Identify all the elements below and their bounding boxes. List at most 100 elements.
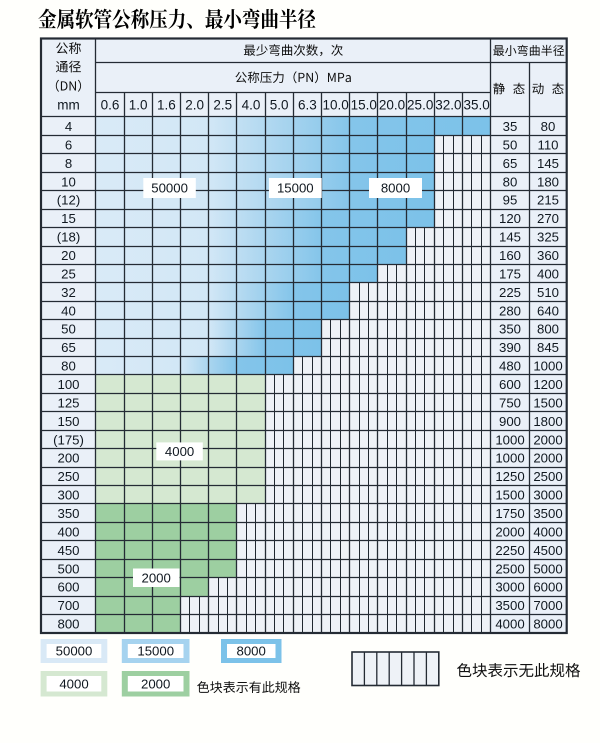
svg-text:360: 360 xyxy=(537,248,559,263)
svg-text:80: 80 xyxy=(61,359,76,374)
svg-text:390: 390 xyxy=(499,340,521,355)
svg-text:4.0: 4.0 xyxy=(242,98,261,113)
svg-text:180: 180 xyxy=(537,174,559,189)
svg-text:350: 350 xyxy=(499,322,521,337)
svg-text:80: 80 xyxy=(541,119,556,134)
svg-text:500: 500 xyxy=(57,561,79,576)
svg-text:25.0: 25.0 xyxy=(407,98,433,113)
svg-text:50000: 50000 xyxy=(151,181,188,196)
svg-text:600: 600 xyxy=(499,377,521,392)
svg-text:15000: 15000 xyxy=(277,181,314,196)
svg-text:2500: 2500 xyxy=(495,561,524,576)
svg-text:2000: 2000 xyxy=(533,432,562,447)
svg-text:(175): (175) xyxy=(53,432,84,447)
svg-text:4000: 4000 xyxy=(59,677,88,692)
svg-text:20: 20 xyxy=(61,248,76,263)
svg-text:5.0: 5.0 xyxy=(270,98,289,113)
svg-text:50: 50 xyxy=(61,322,76,337)
svg-text:200: 200 xyxy=(57,451,79,466)
svg-text:845: 845 xyxy=(537,340,559,355)
svg-text:65: 65 xyxy=(503,156,518,171)
svg-text:2000: 2000 xyxy=(141,677,170,692)
svg-text:3000: 3000 xyxy=(495,580,524,595)
svg-text:1500: 1500 xyxy=(495,488,524,503)
svg-text:800: 800 xyxy=(57,617,79,632)
svg-text:2.0: 2.0 xyxy=(185,98,204,113)
svg-text:3500: 3500 xyxy=(533,506,562,521)
svg-text:(18): (18) xyxy=(57,230,80,245)
svg-text:125: 125 xyxy=(57,395,79,410)
svg-text:510: 510 xyxy=(537,285,559,300)
svg-text:1000: 1000 xyxy=(495,451,524,466)
svg-text:350: 350 xyxy=(57,506,79,521)
svg-text:0.6: 0.6 xyxy=(101,98,120,113)
svg-text:(12): (12) xyxy=(57,193,80,208)
svg-text:8000: 8000 xyxy=(237,644,266,659)
svg-text:1200: 1200 xyxy=(533,377,562,392)
svg-text:7000: 7000 xyxy=(533,598,562,613)
svg-text:15.0: 15.0 xyxy=(351,98,377,113)
svg-text:480: 480 xyxy=(499,359,521,374)
svg-text:35.0: 35.0 xyxy=(463,98,489,113)
svg-text:5000: 5000 xyxy=(533,561,562,576)
svg-text:65: 65 xyxy=(61,340,76,355)
svg-text:3500: 3500 xyxy=(495,598,524,613)
svg-text:2500: 2500 xyxy=(533,469,562,484)
svg-text:1250: 1250 xyxy=(495,469,524,484)
svg-text:900: 900 xyxy=(499,414,521,429)
svg-text:10.0: 10.0 xyxy=(322,98,348,113)
svg-text:145: 145 xyxy=(499,230,521,245)
svg-text:300: 300 xyxy=(57,488,79,503)
svg-text:8000: 8000 xyxy=(381,181,410,196)
svg-text:2250: 2250 xyxy=(495,543,524,558)
svg-text:400: 400 xyxy=(57,524,79,539)
svg-text:3000: 3000 xyxy=(533,488,562,503)
svg-text:40: 40 xyxy=(61,303,76,318)
svg-text:280: 280 xyxy=(499,303,521,318)
svg-text:25: 25 xyxy=(61,266,76,281)
svg-text:4: 4 xyxy=(65,119,72,134)
svg-text:2000: 2000 xyxy=(142,571,171,586)
svg-text:250: 250 xyxy=(57,469,79,484)
svg-text:1.6: 1.6 xyxy=(157,98,176,113)
svg-text:2.5: 2.5 xyxy=(213,98,232,113)
svg-text:50000: 50000 xyxy=(56,644,93,659)
svg-text:4000: 4000 xyxy=(533,524,562,539)
svg-text:160: 160 xyxy=(499,248,521,263)
svg-text:mm: mm xyxy=(57,98,80,113)
svg-text:100: 100 xyxy=(57,377,79,392)
svg-text:1000: 1000 xyxy=(533,359,562,374)
svg-text:1000: 1000 xyxy=(495,432,524,447)
svg-text:6.3: 6.3 xyxy=(298,98,317,113)
svg-text:700: 700 xyxy=(57,598,79,613)
svg-text:400: 400 xyxy=(537,266,559,281)
svg-text:1750: 1750 xyxy=(495,506,524,521)
svg-text:110: 110 xyxy=(537,137,558,152)
svg-text:450: 450 xyxy=(57,543,79,558)
svg-text:800: 800 xyxy=(537,322,559,337)
svg-text:1800: 1800 xyxy=(533,414,562,429)
svg-text:1500: 1500 xyxy=(533,395,562,410)
svg-text:215: 215 xyxy=(537,193,559,208)
svg-text:225: 225 xyxy=(499,285,521,300)
svg-text:4000: 4000 xyxy=(495,617,524,632)
svg-text:150: 150 xyxy=(57,414,79,429)
svg-text:6000: 6000 xyxy=(533,580,562,595)
svg-text:6: 6 xyxy=(65,137,72,152)
svg-text:750: 750 xyxy=(499,395,521,410)
svg-text:95: 95 xyxy=(503,193,518,208)
svg-text:15: 15 xyxy=(61,211,76,226)
svg-text:600: 600 xyxy=(57,580,79,595)
svg-text:1.0: 1.0 xyxy=(129,98,148,113)
svg-text:325: 325 xyxy=(537,230,559,245)
svg-text:145: 145 xyxy=(537,156,559,171)
svg-text:640: 640 xyxy=(537,303,559,318)
svg-text:32: 32 xyxy=(61,285,76,300)
svg-text:4500: 4500 xyxy=(533,543,562,558)
svg-text:8: 8 xyxy=(65,156,72,171)
svg-text:80: 80 xyxy=(503,174,518,189)
svg-text:10: 10 xyxy=(61,174,76,189)
svg-text:2000: 2000 xyxy=(495,524,524,539)
svg-text:2000: 2000 xyxy=(533,451,562,466)
svg-text:8000: 8000 xyxy=(533,617,562,632)
